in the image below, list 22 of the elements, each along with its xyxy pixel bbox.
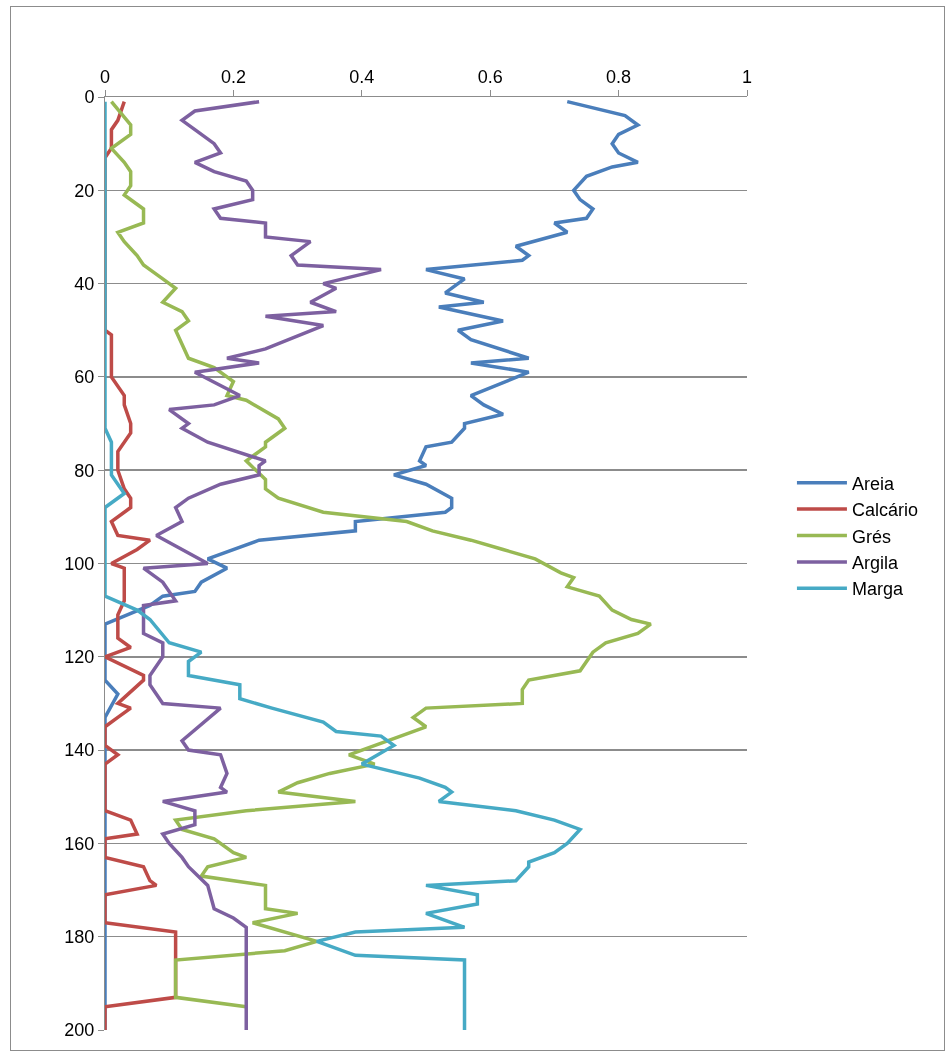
y-tick-label: 140 bbox=[64, 740, 95, 761]
legend-label: Calcário bbox=[851, 500, 918, 521]
legend-label: Grés bbox=[851, 526, 891, 547]
x-tick-label: 0 bbox=[99, 66, 111, 87]
x-tick-label: 0.8 bbox=[606, 66, 632, 87]
y-tick-label: 20 bbox=[74, 180, 95, 201]
x-tick-label: 1 bbox=[741, 66, 753, 87]
legend-label: Areia bbox=[851, 473, 895, 494]
legend-label: Marga bbox=[851, 579, 904, 600]
y-tick-label: 40 bbox=[74, 273, 95, 294]
y-tick-label: 200 bbox=[64, 1020, 95, 1041]
y-tick-label: 0 bbox=[84, 87, 95, 108]
x-tick-label: 0.4 bbox=[349, 66, 375, 87]
y-tick-label: 120 bbox=[64, 647, 95, 668]
y-tick-label: 160 bbox=[64, 833, 95, 854]
legend-label: Argila bbox=[851, 552, 899, 573]
y-tick-label: 60 bbox=[74, 367, 95, 388]
x-tick-label: 0.2 bbox=[220, 66, 246, 87]
y-tick-label: 80 bbox=[74, 460, 95, 481]
y-tick-label: 180 bbox=[64, 927, 95, 947]
y-tick-label: 100 bbox=[64, 553, 95, 574]
x-tick-label: 0.6 bbox=[477, 66, 503, 87]
